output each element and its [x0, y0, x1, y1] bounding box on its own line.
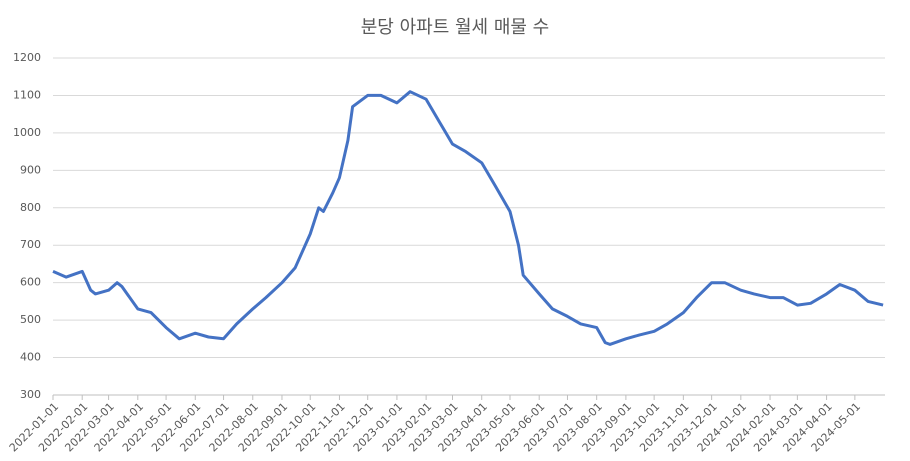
y-tick-label: 900: [20, 163, 41, 176]
y-tick-label: 1100: [13, 88, 41, 101]
y-tick-label: 600: [20, 276, 41, 289]
chart-title: 분당 아파트 월세 매물 수: [361, 17, 550, 38]
y-tick-label: 400: [20, 351, 41, 364]
y-tick-label: 1000: [13, 126, 41, 139]
y-tick-label: 300: [20, 388, 41, 401]
y-tick-label: 700: [20, 238, 41, 251]
line-series: [52, 90, 884, 346]
y-tick-label: 500: [20, 313, 41, 326]
y-tick-label: 800: [20, 201, 41, 214]
y-tick-label: 1200: [13, 51, 41, 64]
